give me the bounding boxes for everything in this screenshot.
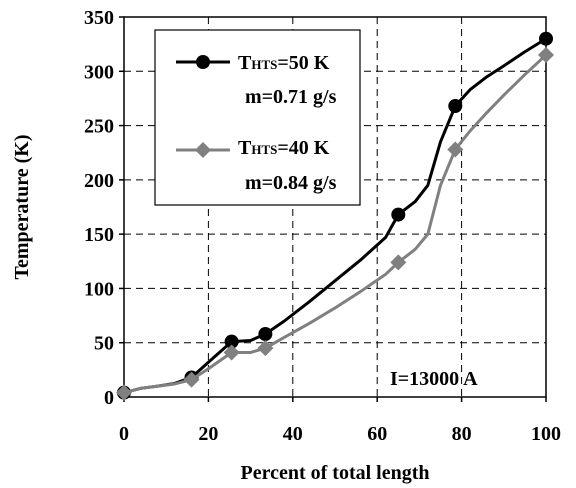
legend-label-s1: THTS=50 K (238, 52, 330, 74)
legend-label-s2: THTS=40 K (238, 137, 330, 159)
legend-s2-line2: m=0.84 g/s (245, 172, 337, 194)
y-tick-label: 300 (84, 61, 114, 83)
legend-marker-s1 (196, 55, 210, 69)
y-axis-label: Temperature (K) (11, 135, 33, 280)
data-point-s2 (447, 141, 464, 158)
x-tick-label: 100 (531, 423, 561, 445)
y-tick-label: 50 (94, 333, 114, 355)
legend-label-s1-line2: m=0.71 g/s (245, 86, 337, 108)
data-point-s2 (257, 340, 274, 357)
data-point-s2 (390, 254, 407, 271)
x-tick-label: 60 (367, 423, 387, 445)
legend-s2-rest: =40 K (277, 137, 329, 159)
data-point-s2 (116, 384, 132, 401)
legend-label-s2-line2: m=0.84 g/s (245, 172, 337, 194)
x-tick-label: 40 (283, 423, 303, 445)
legend-s1-sub: HTS (251, 57, 277, 72)
series-layer (116, 31, 554, 401)
y-tick-label: 200 (84, 170, 114, 192)
x-tick-label: 0 (119, 423, 129, 445)
legend-s1-main: T (238, 52, 252, 74)
data-point-s1 (224, 334, 239, 349)
legend-marker-s2 (195, 142, 211, 158)
legend-s2-sub: HTS (251, 142, 277, 157)
plot-frame (123, 16, 547, 398)
x-axis-label: Percent of total length (240, 462, 429, 484)
x-tick-label: 20 (198, 423, 218, 445)
current-annotation: I=13000 A (390, 368, 478, 390)
data-point-s2 (223, 344, 240, 361)
y-tick-label: 250 (84, 116, 114, 138)
data-point-s2 (538, 47, 554, 63)
data-point-s1 (391, 207, 406, 222)
y-tick-label: 150 (84, 224, 114, 246)
y-tick-label: 100 (84, 278, 114, 300)
legend-box (154, 29, 361, 206)
legend: THTS=50 K m=0.71 g/s THTS=40 K m=0.84 g/… (154, 29, 361, 206)
ticks: 0 50 100 150 200 250 300 350 0 20 40 60 80 100 (84, 7, 561, 445)
data-point-s2 (183, 371, 200, 388)
data-point-s1 (539, 31, 553, 46)
y-tick-label: 350 (84, 7, 114, 29)
x-tick-label: 80 (452, 423, 472, 445)
data-point-s1 (258, 327, 273, 342)
y-tick-label: 0 (104, 387, 114, 409)
legend-s1-line2: m=0.71 g/s (245, 86, 337, 108)
data-point-s1 (448, 99, 463, 114)
legend-s2-main: T (238, 137, 252, 159)
legend-s1-rest: =50 K (277, 52, 329, 74)
